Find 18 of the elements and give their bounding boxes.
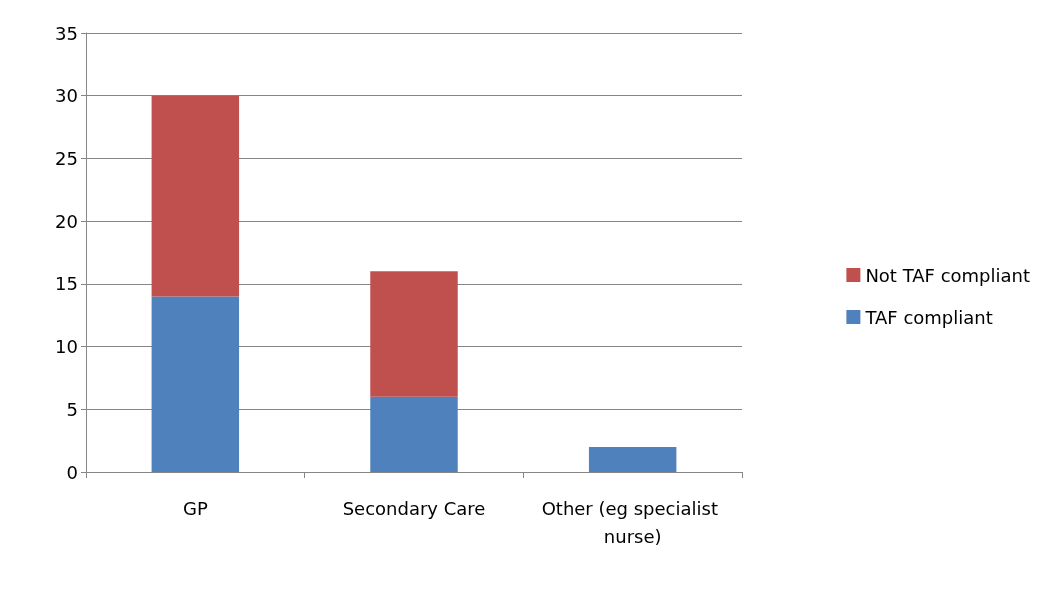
y-tick-label: 20	[55, 210, 78, 232]
legend-label: Not TAF compliant	[865, 264, 1031, 286]
legend-label: TAF compliant	[864, 306, 993, 328]
x-tick-label: Secondary Care	[342, 497, 486, 519]
y-tick-label: 10	[55, 336, 78, 358]
y-tick-label: 25	[55, 147, 78, 169]
bar	[588, 446, 677, 472]
bar	[370, 396, 458, 472]
bar	[370, 271, 458, 397]
x-tick-label: GP	[182, 497, 208, 519]
bar	[151, 95, 240, 297]
bar	[151, 296, 240, 472]
y-tick-label: 5	[66, 398, 78, 420]
y-tick-label: 30	[55, 85, 78, 107]
y-tick-label: 15	[55, 273, 78, 295]
x-tick-label: Other (eg specialist nurse)	[541, 497, 724, 547]
y-tick-label: 35	[55, 22, 78, 44]
y-tick-label: 0	[66, 461, 78, 483]
